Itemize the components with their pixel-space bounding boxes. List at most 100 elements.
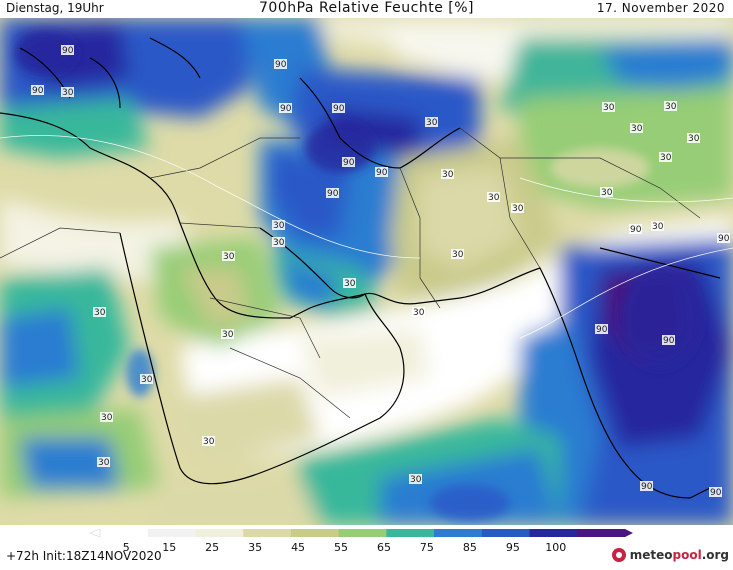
legend-tick-label: 5 <box>123 541 130 554</box>
legend-swatch <box>290 529 340 537</box>
svg-text:30: 30 <box>413 308 425 318</box>
label-30-pakistan-c: 30 <box>451 249 464 260</box>
contour-labels: 90 90 30 90 90 90 30 90 90 90 30 30 30 30 30 30 30 30 30 30… <box>31 45 730 498</box>
svg-text:30: 30 <box>660 153 672 163</box>
svg-text:90: 90 <box>641 482 653 492</box>
contour-lines <box>0 135 733 339</box>
label-90-bay-bengal: 90 <box>709 487 722 498</box>
svg-text:90: 90 <box>62 46 74 56</box>
label-30-sudan: 30 <box>202 436 215 447</box>
forecast-day-label: Dienstag, 19Uhr <box>6 1 104 15</box>
svg-text:30: 30 <box>98 458 110 468</box>
svg-text:90: 90 <box>275 60 287 70</box>
svg-text:30: 30 <box>452 250 464 260</box>
svg-text:90: 90 <box>718 234 730 244</box>
country-borders <box>0 127 701 419</box>
label-30-oman-coast: 30 <box>221 329 234 340</box>
svg-text:30: 30 <box>688 134 700 144</box>
legend-tick-label: 65 <box>377 541 391 554</box>
svg-text:30: 30 <box>141 375 153 385</box>
svg-text:30: 30 <box>410 475 422 485</box>
legend-swatch <box>529 529 578 537</box>
logo-text-main: meteo <box>629 548 673 562</box>
legend-tick-label: 45 <box>291 541 305 554</box>
label-30-afghan-e: 30 <box>441 169 454 180</box>
label-30-eritrea: 30 <box>100 412 113 423</box>
label-30-red-sea: 30 <box>140 374 153 385</box>
svg-text:30: 30 <box>426 118 438 128</box>
legend-swatch <box>147 529 196 537</box>
svg-text:30: 30 <box>62 88 74 98</box>
label-30-pakistan-n: 30 <box>511 203 524 214</box>
svg-text:90: 90 <box>710 488 722 498</box>
label-30-kuwait: 30 <box>272 237 285 248</box>
label-30-aegean: 30 <box>61 87 74 98</box>
label-30-central-asia-3: 30 <box>630 123 643 134</box>
legend-tick-label: 35 <box>248 541 262 554</box>
label-90-caspian-s: 90 <box>332 103 345 114</box>
svg-text:30: 30 <box>203 437 215 447</box>
svg-text:30: 30 <box>344 279 356 289</box>
legend-min-arrow <box>89 528 101 538</box>
logo-text: meteopool.org <box>630 548 729 562</box>
label-30-india-n: 30 <box>651 221 664 232</box>
legend-tick-label: 25 <box>205 541 219 554</box>
svg-text:30: 30 <box>223 252 235 262</box>
legend-tick-label: 15 <box>162 541 176 554</box>
svg-text:90: 90 <box>376 168 388 178</box>
svg-text:90: 90 <box>343 158 355 168</box>
label-30-saudi-c: 30 <box>93 307 106 318</box>
svg-text:30: 30 <box>488 193 500 203</box>
svg-text:30: 30 <box>94 308 106 318</box>
svg-text:30: 30 <box>442 170 454 180</box>
label-30-tibet: 30 <box>659 152 672 163</box>
legend-tick-label: 75 <box>420 541 434 554</box>
legend-swatch <box>386 529 435 537</box>
map-title: 700hPa Relative Feuchte [%] <box>259 0 474 16</box>
label-30-afghan-c: 30 <box>487 192 500 203</box>
forecast-date-label: 17. November 2020 <box>596 1 725 15</box>
legend-tick-label: 100 <box>545 541 566 554</box>
svg-text:90: 90 <box>280 104 292 114</box>
run-info-label: +72h Init:18Z14NOV2020 <box>6 549 162 563</box>
label-30-turkmen: 30 <box>425 117 438 128</box>
label-90-bangladesh: 90 <box>717 233 730 244</box>
svg-text:90: 90 <box>663 336 675 346</box>
svg-text:30: 30 <box>631 124 643 134</box>
svg-text:30: 30 <box>652 222 664 232</box>
svg-text:90: 90 <box>333 104 345 114</box>
legend-swatch <box>434 529 483 537</box>
legend-ticks: 5 15 25 35 45 55 65 75 85 95 100 <box>123 541 567 554</box>
legend-swatch <box>577 529 626 537</box>
svg-text:30: 30 <box>222 330 234 340</box>
svg-text:90: 90 <box>630 225 642 235</box>
label-90-aegean: 90 <box>61 45 74 56</box>
label-30-yemen: 30 <box>97 457 110 468</box>
header-bar: Dienstag, 19Uhr 700hPa Relative Feuchte … <box>0 0 733 18</box>
label-90-srilanka: 90 <box>640 481 653 492</box>
label-30-central-asia-2: 30 <box>664 101 677 112</box>
legend-swatch <box>243 529 292 537</box>
svg-text:30: 30 <box>101 413 113 423</box>
legend-tick-label: 95 <box>506 541 520 554</box>
legend-max-arrow <box>625 529 633 537</box>
label-30-arabian-sea: 30 <box>409 474 422 485</box>
meteopool-logo-icon <box>611 548 626 562</box>
label-90-india-s: 90 <box>662 335 675 346</box>
label-30-central-asia-4: 30 <box>687 133 700 144</box>
legend-swatch <box>195 529 244 537</box>
humidity-fill-layer <box>0 18 733 525</box>
label-30-central-asia-1: 30 <box>602 102 615 113</box>
label-30-himalaya: 30 <box>600 187 613 198</box>
legend-tick-label: 55 <box>334 541 348 554</box>
legend-swatch <box>338 529 387 537</box>
logo-text-suffix: .org <box>701 548 729 562</box>
meteopool-logo[interactable]: meteopool.org <box>611 546 729 564</box>
svg-text:30: 30 <box>601 188 613 198</box>
label-30-qatar: 30 <box>343 278 356 289</box>
logo-text-accent: pool <box>672 548 702 562</box>
humidity-map: 90 90 30 90 90 90 30 90 90 90 30 30 30 30 30 30 30 30 30 30… <box>0 18 733 525</box>
svg-text:30: 30 <box>512 204 524 214</box>
svg-text:90: 90 <box>32 86 44 96</box>
